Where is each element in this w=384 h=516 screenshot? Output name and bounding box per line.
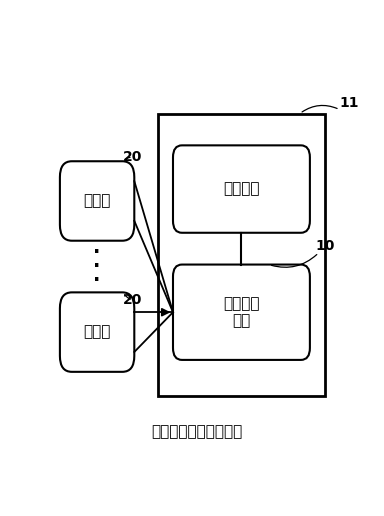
Text: 20: 20 <box>123 293 142 308</box>
Text: 10: 10 <box>316 238 335 253</box>
Text: ·: · <box>93 257 101 276</box>
Text: 11: 11 <box>340 95 359 109</box>
Bar <box>158 114 325 396</box>
Text: 微服务的数据传输结构: 微服务的数据传输结构 <box>151 424 242 439</box>
FancyBboxPatch shape <box>60 161 134 240</box>
Text: 微服务: 微服务 <box>83 194 111 208</box>
FancyBboxPatch shape <box>173 265 310 360</box>
Text: 数据连接
模块: 数据连接 模块 <box>223 296 260 328</box>
Text: ·: · <box>93 243 101 262</box>
Text: 存储模块: 存储模块 <box>223 182 260 197</box>
FancyBboxPatch shape <box>60 293 134 372</box>
Text: 微服务: 微服务 <box>83 325 111 340</box>
Text: ·: · <box>93 271 101 290</box>
FancyBboxPatch shape <box>173 146 310 233</box>
Text: 20: 20 <box>123 150 142 164</box>
